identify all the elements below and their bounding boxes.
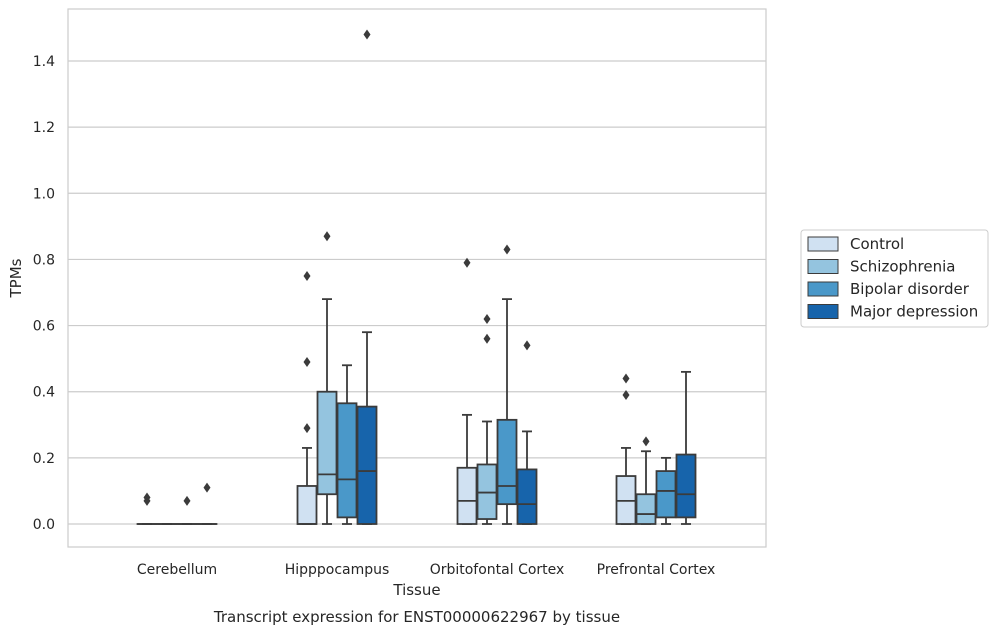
box-3-3 <box>675 370 697 525</box>
box-iqr <box>655 470 677 519</box>
box-iqr <box>316 390 338 496</box>
box-1-1 <box>316 231 338 525</box>
legend-label: Schizophrenia <box>850 258 955 276</box>
outlier-point <box>463 257 471 268</box>
legend-label: Control <box>850 235 904 253</box>
y-tick-label: 1.0 <box>33 186 55 202</box>
box-2-1 <box>476 313 498 525</box>
legend-swatch <box>807 236 839 252</box>
x-tick-label: Prefrontal Cortex <box>597 562 716 578</box>
y-tick-label: 0.6 <box>33 319 55 335</box>
outlier-point <box>503 244 511 255</box>
legend-label: Bipolar disorder <box>850 280 970 298</box>
plot-frame <box>67 8 767 548</box>
outlier-point <box>523 340 531 351</box>
box-iqr <box>516 468 538 525</box>
y-axis-title: TPMs <box>7 258 25 298</box>
box-0-0 <box>136 492 158 525</box>
x-tick-label: Orbitofontal Cortex <box>430 562 565 578</box>
box-3-0 <box>615 373 637 525</box>
outlier-point <box>303 270 311 281</box>
box-1-3 <box>356 29 378 525</box>
box-2-3 <box>516 340 538 525</box>
box-0-3 <box>196 482 218 525</box>
legend-label: Major depression <box>850 303 978 321</box>
boxes <box>136 29 697 525</box>
box-iqr <box>456 466 478 525</box>
outlier-point <box>203 482 211 493</box>
y-tick-label: 1.4 <box>33 54 55 70</box>
outlier-point <box>622 390 630 401</box>
chart-caption: Transcript expression for ENST0000062296… <box>213 608 620 626</box>
box-iqr <box>635 493 657 525</box>
outlier-point <box>303 356 311 367</box>
outlier-point <box>303 423 311 434</box>
y-tick-label: 0.8 <box>33 252 55 268</box>
box-1-0 <box>296 270 318 525</box>
y-tick-label: 0.2 <box>33 451 55 467</box>
legend-frame <box>800 229 989 328</box>
outlier-point <box>483 333 491 344</box>
y-tick-label: 0.0 <box>33 517 55 533</box>
x-tick-label: Hipppocampus <box>285 562 390 578</box>
box-iqr <box>336 402 358 519</box>
x-tick-labels: Cerebellum Hipppocampus Orbitofontal Corte… <box>137 562 715 578</box>
outlier-point <box>143 492 151 503</box>
box-iqr <box>356 405 378 525</box>
outlier-point <box>642 436 650 447</box>
box-1-2 <box>336 364 358 525</box>
x-tick-label: Cerebellum <box>137 562 217 578</box>
legend: Control Schizophrenia Bipolar disorder Majo… <box>800 229 989 328</box>
y-tick-label: 1.2 <box>33 120 55 136</box>
outlier-point <box>183 495 191 506</box>
y-tick-labels: 0.0 0.2 0.4 0.6 0.8 1.0 1.2 1.4 <box>33 54 55 533</box>
box-iqr <box>675 453 697 519</box>
legend-swatch <box>807 281 839 297</box>
box-2-2 <box>496 244 518 525</box>
outlier-point <box>483 313 491 324</box>
x-axis-title: Tissue <box>392 581 440 599</box>
legend-swatch <box>807 304 839 319</box>
box-iqr <box>496 418 518 506</box>
outlier-point <box>363 29 371 40</box>
box-3-2 <box>655 456 677 525</box>
box-0-2 <box>176 495 198 525</box>
y-tick-label: 0.4 <box>33 385 55 401</box>
legend-swatch <box>807 259 839 274</box>
box-iqr <box>296 485 318 525</box>
outlier-point <box>323 231 331 242</box>
outlier-point <box>622 373 630 384</box>
box-2-0 <box>456 257 478 525</box>
grid-lines <box>68 60 766 525</box>
box-3-1 <box>635 436 657 525</box>
